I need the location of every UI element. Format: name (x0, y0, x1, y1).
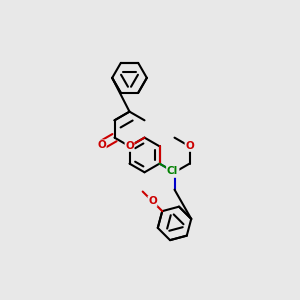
Text: O: O (125, 141, 134, 151)
Text: Cl: Cl (167, 166, 178, 176)
Text: N: N (170, 167, 179, 177)
Text: O: O (185, 141, 194, 151)
Text: O: O (148, 196, 157, 206)
Text: O: O (98, 140, 106, 150)
